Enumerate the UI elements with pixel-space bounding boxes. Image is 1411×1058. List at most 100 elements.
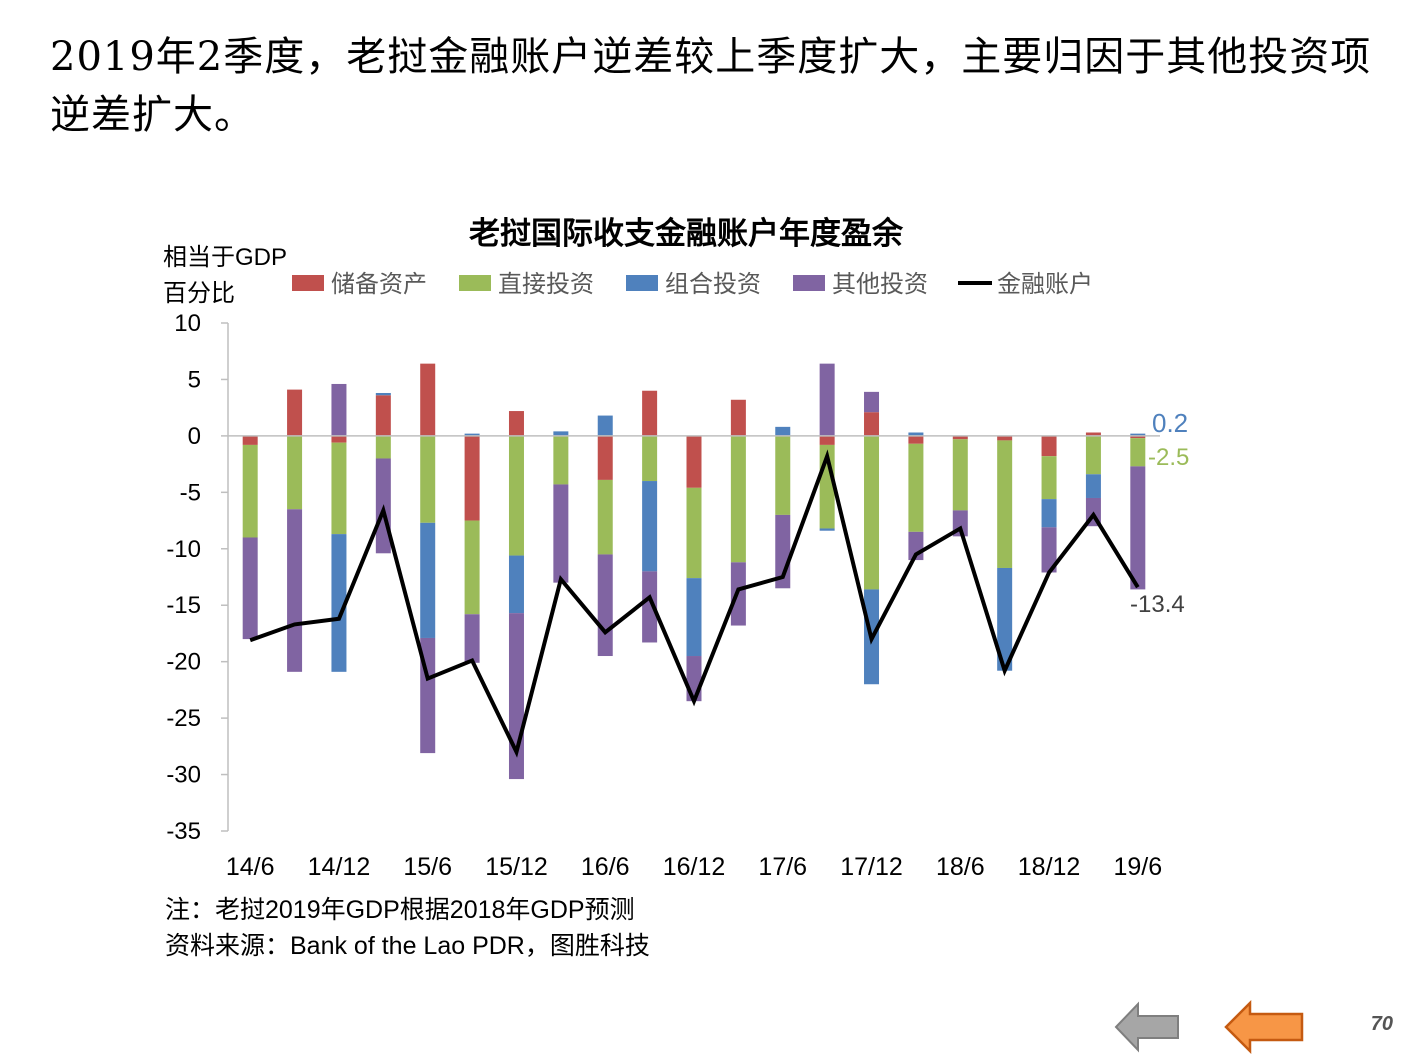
bar-segment (553, 431, 569, 436)
bar-segment (819, 363, 835, 436)
bar-segment (375, 392, 391, 396)
bar-segment (1130, 433, 1146, 436)
bar-segment (331, 534, 347, 672)
bar-segment (508, 435, 524, 556)
chart-title: 老挝国际收支金融账户年度盈余 (469, 216, 904, 252)
bar-segment (1041, 499, 1057, 528)
data-annotations: 0.2 -2.5 -13.4 (1130, 408, 1189, 618)
bar-segment (464, 433, 480, 436)
bar-segment (464, 435, 480, 521)
x-tick-label: 19/6 (1113, 853, 1162, 881)
bar-segment (331, 442, 347, 535)
bar-segment (908, 435, 924, 444)
bar-segment (464, 614, 480, 663)
x-tick-label: 17/12 (840, 853, 903, 881)
bar-segment (864, 391, 880, 413)
bar-segment (1041, 456, 1057, 500)
bar-segment (331, 383, 347, 436)
back-arrow-icon[interactable] (1114, 1000, 1182, 1054)
bar-segment (730, 399, 746, 436)
y-tick-label: -25 (166, 705, 201, 732)
bar-segment (597, 435, 613, 480)
bar-segment (508, 411, 524, 436)
bar-segment (553, 484, 569, 583)
bar-segment (819, 528, 835, 531)
y-axis-label-line2: 百分比 (163, 280, 235, 307)
bar-segment (420, 363, 436, 436)
y-axis: 10 5 0 -5 -10 -15 -20 -25 -30 -35 (166, 310, 229, 845)
x-tick-label: 14/6 (226, 853, 275, 881)
y-tick-label: -15 (166, 592, 201, 619)
bar-segment (242, 537, 258, 640)
bar-segment (287, 389, 303, 436)
bar-segment (242, 444, 258, 538)
bar-segment (553, 435, 569, 485)
annotation-label: -13.4 (1130, 591, 1185, 618)
bar-segment (686, 656, 702, 702)
bar-segment (597, 415, 613, 436)
bar-segment (375, 435, 391, 459)
line-series-group (249, 449, 1140, 758)
bar-segment (686, 578, 702, 657)
bar-segment (997, 567, 1013, 671)
bar-segment (1085, 432, 1101, 436)
x-tick-label: 14/12 (308, 853, 371, 881)
legend-swatch (626, 275, 658, 291)
bar-segment (775, 435, 791, 515)
bar-segment (1085, 435, 1101, 475)
bar-segment (287, 509, 303, 672)
bar-segment (1041, 435, 1057, 457)
bar-segment (1130, 466, 1146, 590)
bar-segment (597, 554, 613, 657)
bar-segment (287, 435, 303, 510)
annotation-label: 0.2 (1152, 408, 1188, 438)
bar-series-group (242, 363, 1146, 780)
bar-segment (1041, 527, 1057, 573)
bar-segment (642, 481, 658, 572)
bar-segment (420, 435, 436, 523)
x-tick-label: 15/6 (403, 853, 452, 881)
bar-segment (420, 522, 436, 638)
x-tick-label: 15/12 (485, 853, 548, 881)
bar-segment (508, 555, 524, 614)
x-axis: 14/6 14/12 15/6 15/12 16/6 16/12 17/6 17/12 18/6… (226, 435, 1162, 881)
bar-segment (642, 435, 658, 482)
y-tick-label: -30 (166, 762, 201, 789)
x-tick-label: 18/6 (936, 853, 985, 881)
bar-segment (997, 440, 1013, 568)
chart-note: 注：老挝2019年GDP根据2018年GDP预测 (165, 896, 635, 924)
legend-label: 其他投资 (832, 270, 928, 298)
forward-arrow-icon[interactable] (1224, 1000, 1306, 1054)
bar-segment (819, 435, 835, 445)
financial-account-line (249, 449, 1140, 758)
bar-segment (1085, 474, 1101, 498)
bar-segment (686, 487, 702, 579)
y-tick-label: -20 (166, 649, 201, 676)
bar-segment (775, 426, 791, 436)
bar-segment (908, 432, 924, 436)
bar-segment (464, 520, 480, 615)
y-tick-label: -35 (166, 818, 201, 845)
bar-segment (730, 435, 746, 563)
annotation-label: -2.5 (1148, 444, 1189, 471)
chart-legend: 储备资产 直接投资 组合投资 其他投资 金融账户 (292, 270, 1093, 298)
bar-segment (1130, 438, 1146, 467)
bar-segment (642, 571, 658, 643)
y-tick-label: -5 (180, 479, 201, 506)
bar-segment (331, 435, 347, 443)
bar-segment (997, 435, 1013, 441)
x-tick-label: 18/12 (1018, 853, 1081, 881)
legend-swatch (292, 275, 324, 291)
legend-label: 金融账户 (997, 270, 1093, 298)
y-tick-label: -10 (166, 536, 201, 563)
x-tick-label: 16/6 (581, 853, 630, 881)
bar-segment (686, 435, 702, 488)
bar-segment (864, 412, 880, 436)
page-headline: 2019年2季度，老挝金融账户逆差较上季度扩大，主要归因于其他投资项逆差扩大。 (50, 34, 1372, 138)
x-tick-label: 17/6 (758, 853, 807, 881)
y-tick-label: 10 (174, 310, 201, 337)
bar-segment (952, 439, 968, 511)
bar-segment (1130, 435, 1146, 439)
bar-segment (952, 435, 968, 440)
